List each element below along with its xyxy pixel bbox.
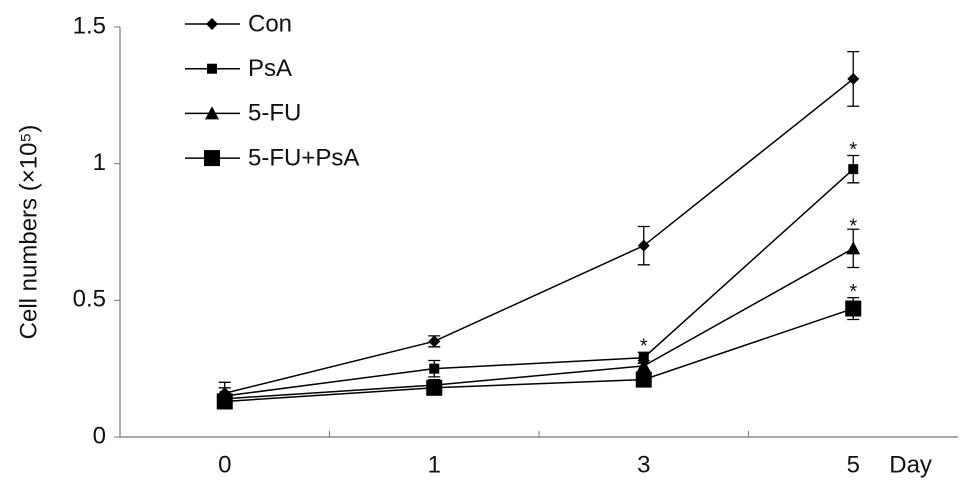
marker [206, 18, 218, 30]
marker [635, 371, 652, 388]
marker [205, 106, 219, 120]
marker [848, 164, 859, 175]
annotation: * [849, 281, 857, 303]
y-tick-label: 0 [93, 422, 106, 449]
marker [426, 379, 443, 396]
x-tick-label: 5 [847, 451, 860, 478]
marker [847, 72, 860, 85]
series-line [224, 307, 854, 403]
marker [637, 239, 650, 252]
annotation: * [849, 139, 857, 161]
marker [204, 150, 220, 167]
x-axis-title: Day [889, 451, 932, 478]
marker [846, 241, 861, 255]
x-tick-label: 1 [428, 451, 441, 478]
marker [207, 63, 217, 74]
legend-label: 5-FU+PsA [248, 144, 359, 171]
marker [216, 393, 233, 410]
marker [636, 358, 651, 372]
marker [638, 352, 649, 363]
x-tick-label: 0 [218, 451, 231, 478]
marker [845, 300, 862, 317]
marker [428, 335, 441, 348]
y-tick-label: 1.5 [73, 12, 106, 39]
legend-label: Con [248, 10, 292, 37]
x-tick-label: 3 [637, 451, 650, 478]
series-line [224, 78, 854, 394]
y-axis-title: Cell numbers (×10⁵) [15, 125, 42, 340]
legend-label: PsA [248, 55, 292, 82]
annotation: * [640, 336, 648, 358]
series-line [224, 247, 854, 400]
y-tick-label: 0.5 [73, 286, 106, 313]
series-line [224, 168, 854, 397]
y-tick-label: 1 [93, 149, 106, 176]
marker [429, 363, 440, 374]
legend-label: 5-FU [248, 100, 301, 127]
annotation: * [849, 215, 857, 237]
